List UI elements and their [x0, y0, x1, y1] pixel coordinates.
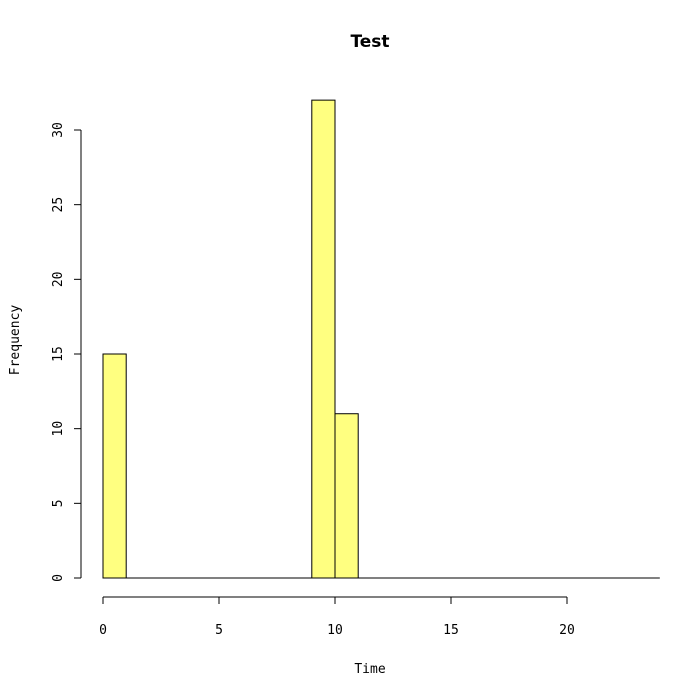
- y-axis-label: Frequency: [8, 305, 23, 376]
- x-tick-label-15: 15: [443, 623, 459, 638]
- y-tick-label-5: 5: [51, 499, 66, 507]
- y-tick-label-25: 25: [51, 197, 66, 213]
- x-tick-label-5: 5: [215, 623, 223, 638]
- y-tick-label-20: 20: [51, 272, 66, 288]
- y-axis: 0 5 10 15 20 25 30: [51, 122, 82, 582]
- x-tick-label-0: 0: [99, 623, 107, 638]
- y-tick-label-0: 0: [51, 574, 66, 582]
- histogram-bar-2: [334, 413, 359, 579]
- x-tick-label-10: 10: [327, 623, 343, 638]
- histogram-bar-1: [311, 99, 336, 579]
- x-axis: 0 5 10 15 20: [99, 596, 575, 638]
- x-axis-label: Time: [354, 662, 385, 677]
- x-tick-label-20: 20: [559, 623, 575, 638]
- histogram-bar-0: [102, 353, 127, 579]
- y-tick-label-30: 30: [51, 122, 66, 138]
- chart-title: Test: [350, 32, 389, 52]
- y-tick-label-10: 10: [51, 421, 66, 437]
- bars-group: [102, 99, 359, 579]
- y-tick-label-15: 15: [51, 346, 66, 362]
